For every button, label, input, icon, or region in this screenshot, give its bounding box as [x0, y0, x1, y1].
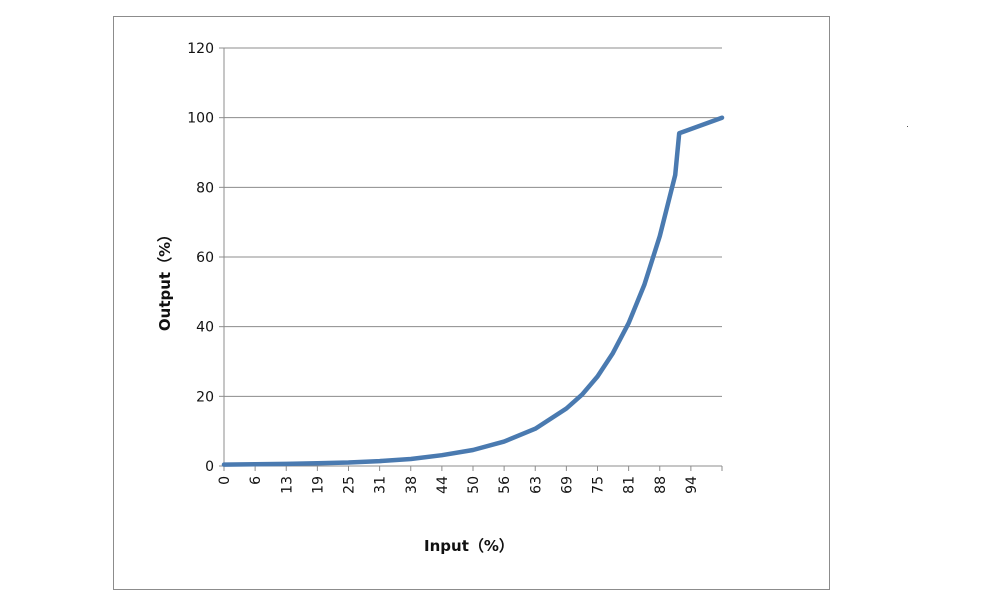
stray-pixel-mark: [907, 126, 908, 127]
x-tick-label: 50: [466, 476, 482, 494]
y-tick-label: 100: [187, 111, 214, 127]
series-layer: [221, 115, 725, 467]
series-line: [221, 115, 725, 467]
y-tick-labels: 0 20 40 60 80 100 120: [187, 41, 214, 475]
x-tick-label: 6: [248, 476, 264, 485]
x-tick-label: 75: [591, 476, 607, 494]
x-tick-label: 63: [528, 476, 544, 494]
y-tick-label: 20: [196, 389, 214, 405]
y-tick-label: 0: [205, 459, 214, 475]
y-tick-label: 80: [196, 180, 214, 196]
gridlines: [224, 47, 722, 397]
y-tick-label: 40: [196, 320, 214, 336]
y-tick-label: 120: [187, 41, 214, 57]
x-tick-label: 56: [497, 476, 513, 494]
x-tick-label: 19: [310, 476, 326, 494]
x-tick-label: 38: [404, 476, 420, 494]
x-axis-title: Input（%）: [424, 537, 514, 555]
chart-frame: 0 20 40 60 80 100 120 0 6 13 19 25 31 38 44 50 56 63 69 75…: [113, 16, 830, 590]
axes: [219, 47, 723, 471]
x-tick-label: 69: [559, 476, 575, 494]
x-tick-label: 0: [217, 476, 233, 485]
x-tick-label: 31: [373, 476, 389, 494]
y-tick-label: 60: [196, 250, 214, 266]
x-tick-labels: 0 6 13 19 25 31 38 44 50 56 63 69 75 81 88 94: [217, 476, 700, 494]
x-tick-label: 25: [342, 476, 358, 494]
x-tick-label: 94: [684, 476, 700, 494]
x-tick-label: 88: [653, 476, 669, 494]
x-tick-label: 13: [279, 476, 295, 494]
chart-canvas: 0 20 40 60 80 100 120 0 6 13 19 25 31 38 44 50 56 63 69 75…: [156, 41, 725, 555]
x-tick-label: 81: [622, 476, 638, 494]
x-tick-label: 44: [435, 476, 451, 494]
y-axis-title: Output（%）: [156, 227, 174, 331]
